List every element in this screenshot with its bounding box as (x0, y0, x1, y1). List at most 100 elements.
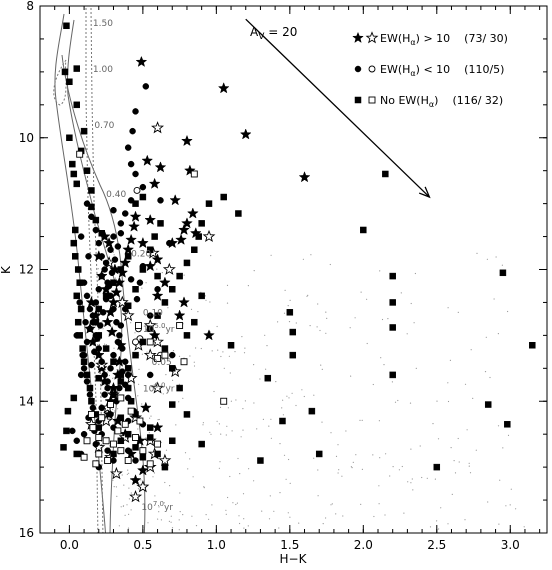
field-star-dot (130, 509, 132, 511)
field-star-dot (236, 502, 238, 504)
field-star-dot (220, 433, 222, 435)
field-star-dot (208, 518, 210, 520)
data-point (92, 440, 100, 448)
field-star-dot (253, 402, 255, 404)
field-star-dot (301, 389, 303, 391)
field-star-dot (414, 272, 416, 275)
field-star-dot (178, 401, 180, 403)
data-point (73, 292, 80, 300)
data-point (88, 361, 95, 369)
field-star-dot (489, 376, 491, 379)
field-star-dot (360, 291, 362, 293)
field-star-dot (335, 455, 338, 457)
data-point (227, 342, 235, 349)
field-star-dot (137, 428, 139, 430)
field-star-dot (262, 418, 264, 420)
mass-label: 0.70 (94, 121, 114, 131)
age-label: 106.0yr (143, 381, 175, 394)
field-star-dot (112, 408, 114, 411)
data-point (129, 474, 142, 486)
y-tick-label: 8 (26, 0, 34, 13)
data-point (217, 82, 230, 94)
data-point (176, 384, 183, 392)
data-point (74, 266, 82, 273)
data-point (119, 256, 132, 268)
field-star-dot (447, 307, 449, 309)
data-point (124, 371, 132, 379)
data-point (108, 269, 116, 277)
field-star-dot (394, 401, 397, 403)
data-point (85, 253, 92, 260)
x-axis-title: H−K (280, 552, 308, 566)
data-point (124, 302, 132, 309)
data-point (146, 434, 154, 441)
data-point (83, 167, 91, 174)
data-point (80, 358, 88, 365)
field-star-dot (409, 402, 412, 404)
data-point (127, 407, 135, 415)
data-point (95, 450, 103, 458)
data-point (499, 269, 507, 277)
data-point (315, 450, 323, 458)
data-point (180, 358, 188, 366)
field-star-dot (451, 493, 453, 495)
data-point (151, 421, 164, 433)
data-point (382, 170, 389, 178)
data-point (121, 358, 129, 365)
field-star-dot (160, 519, 162, 521)
data-point (286, 309, 294, 316)
field-star-dot (437, 438, 440, 440)
field-star-dot (434, 478, 436, 480)
field-star-dot (507, 434, 510, 436)
field-star-dot (153, 472, 156, 474)
data-point (76, 279, 83, 286)
data-point (98, 272, 105, 280)
field-star-dot (147, 522, 149, 524)
field-star-dot (447, 523, 449, 525)
field-star-dot (137, 395, 139, 397)
field-star-dot (97, 268, 99, 270)
field-star-dot (127, 527, 130, 529)
field-star-dot (287, 512, 289, 514)
field-star-dot (350, 375, 352, 377)
field-star-dot (113, 347, 115, 349)
field-star-dot (227, 496, 229, 499)
field-star-dot (313, 457, 315, 459)
field-star-dot (226, 425, 228, 427)
field-star-dot (178, 355, 181, 357)
field-star-dot (295, 404, 297, 407)
mass-label: 1.00 (93, 65, 113, 75)
field-star-dot (182, 514, 184, 516)
data-point (161, 351, 169, 359)
field-star-dot (165, 374, 167, 376)
data-point (117, 371, 125, 379)
field-star-dot (407, 481, 409, 483)
data-point (389, 324, 396, 331)
data-point (135, 322, 142, 329)
field-star-dot (268, 518, 271, 520)
field-star-dot (509, 504, 511, 506)
data-point (107, 411, 114, 418)
data-point (154, 272, 161, 280)
field-star-dot (284, 289, 286, 291)
track-dotted-3 (53, 59, 67, 106)
extinction-vector: AV = 20 (245, 18, 431, 199)
extinction-arrow-line (245, 18, 430, 198)
field-star-dot (497, 333, 499, 335)
data-point (102, 437, 110, 445)
field-star-dot (279, 492, 281, 494)
data-point (161, 299, 169, 306)
data-point (175, 233, 187, 245)
field-star-dot (161, 272, 163, 274)
field-star-dot (122, 505, 124, 507)
data-point (77, 371, 85, 379)
mass-label: 0.05 (152, 358, 172, 368)
data-point (132, 200, 139, 207)
field-star-dot (429, 526, 432, 528)
data-point (198, 440, 205, 448)
data-point (86, 305, 94, 313)
field-star-dot (397, 399, 399, 402)
data-point (183, 411, 191, 418)
data-point (117, 378, 125, 385)
field-star-dot (243, 352, 246, 354)
